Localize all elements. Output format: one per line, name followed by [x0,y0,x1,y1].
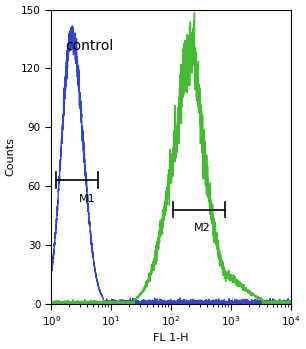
Text: M2: M2 [194,223,211,233]
X-axis label: FL 1-H: FL 1-H [153,333,189,343]
Y-axis label: Counts: Counts [6,137,16,176]
Text: control: control [66,39,114,53]
Text: M1: M1 [79,194,95,204]
